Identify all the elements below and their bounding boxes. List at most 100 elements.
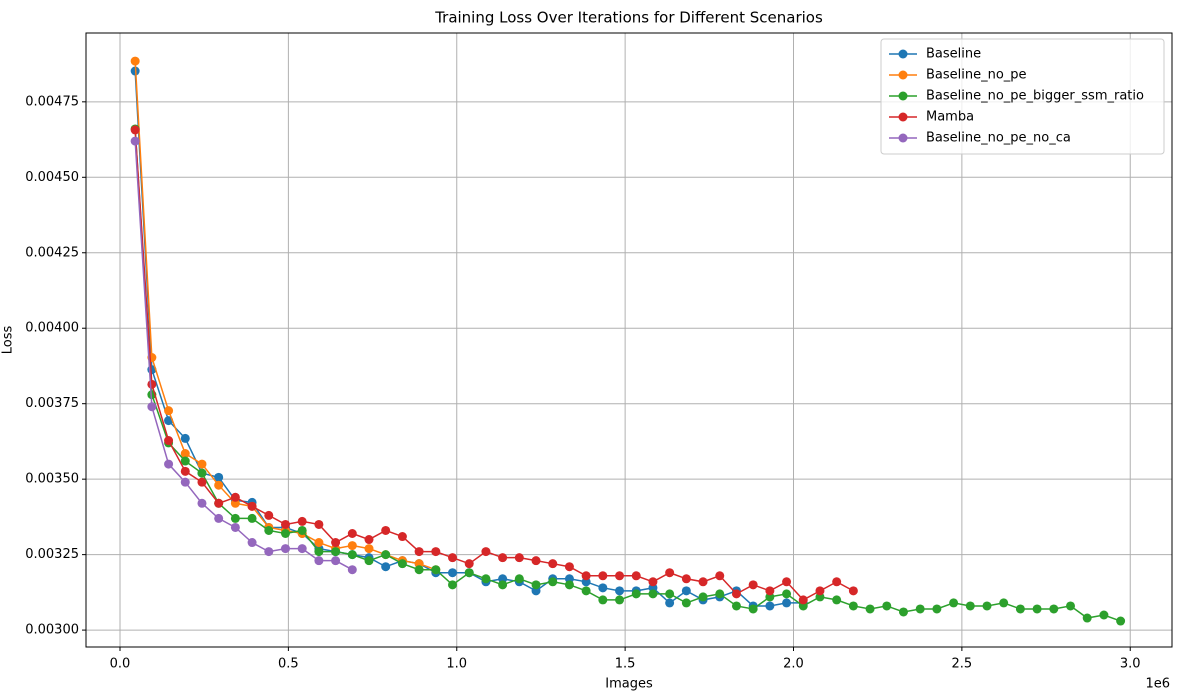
data-point — [481, 574, 491, 584]
data-point — [297, 544, 307, 554]
data-point — [130, 56, 140, 66]
data-point — [1116, 616, 1126, 626]
data-point — [414, 565, 424, 575]
chart-title: Training Loss Over Iterations for Differ… — [434, 9, 823, 27]
data-point — [898, 607, 908, 617]
data-point — [1032, 604, 1042, 614]
x-tick-label: 1.0 — [446, 657, 467, 672]
data-point — [297, 516, 307, 526]
data-point — [130, 125, 140, 135]
data-point — [164, 459, 174, 469]
legend-marker — [898, 70, 908, 80]
legend-marker — [898, 133, 908, 143]
data-point — [731, 589, 741, 599]
data-point — [214, 480, 224, 490]
y-tick-label: 0.00300 — [25, 623, 79, 638]
data-point — [331, 538, 341, 548]
data-point — [598, 583, 608, 593]
y-tick-label: 0.00350 — [25, 472, 79, 487]
data-point — [464, 559, 474, 569]
data-point — [364, 556, 374, 566]
data-point — [414, 547, 424, 557]
data-point — [598, 595, 608, 605]
data-point — [765, 601, 775, 611]
data-point — [331, 547, 341, 557]
data-point — [214, 472, 224, 482]
data-point — [314, 519, 324, 529]
legend-label: Baseline_no_pe — [926, 68, 1027, 83]
data-point — [848, 586, 858, 596]
data-point — [548, 559, 558, 569]
data-point — [815, 586, 825, 596]
x-tick-label: 0.5 — [278, 657, 299, 672]
data-point — [748, 604, 758, 614]
data-point — [347, 565, 357, 575]
legend-marker — [898, 49, 908, 59]
data-point — [648, 589, 658, 599]
data-point — [130, 136, 140, 146]
data-point — [681, 598, 691, 608]
y-tick-label: 0.00375 — [25, 396, 79, 411]
data-point — [280, 544, 290, 554]
data-point — [731, 601, 741, 611]
x-tick-label: 2.5 — [952, 657, 973, 672]
data-point — [164, 436, 174, 446]
data-point — [381, 562, 391, 572]
data-point — [748, 580, 758, 590]
data-point — [949, 598, 959, 608]
data-point — [1049, 604, 1059, 614]
data-point — [230, 522, 240, 532]
data-point — [965, 601, 975, 611]
plot-frame — [85, 32, 1173, 648]
data-point — [648, 577, 658, 587]
data-point — [347, 528, 357, 538]
x-offset-label: 1e6 — [1145, 677, 1170, 692]
data-point — [1099, 610, 1109, 620]
data-point — [548, 577, 558, 587]
data-point — [214, 498, 224, 508]
data-point — [481, 547, 491, 557]
x-tick-label: 3.0 — [1120, 657, 1141, 672]
data-point — [314, 547, 324, 557]
data-point — [514, 553, 524, 563]
data-point — [448, 568, 458, 578]
data-point — [564, 580, 574, 590]
data-point — [381, 525, 391, 535]
data-point — [364, 544, 374, 554]
data-point — [431, 547, 441, 557]
data-point — [598, 571, 608, 581]
data-point — [280, 519, 290, 529]
data-point — [381, 550, 391, 560]
data-point — [698, 592, 708, 602]
data-point — [147, 402, 157, 412]
legend-marker — [898, 91, 908, 101]
data-point — [715, 571, 725, 581]
y-tick-label: 0.00400 — [25, 321, 79, 336]
data-point — [264, 525, 274, 535]
legend-label: Baseline — [926, 47, 981, 62]
data-point — [832, 577, 842, 587]
data-point — [331, 556, 341, 566]
data-point — [715, 589, 725, 599]
data-point — [581, 571, 591, 581]
legend-label: Mamba — [926, 110, 974, 125]
y-tick-label: 0.00425 — [25, 245, 79, 260]
data-point — [247, 538, 257, 548]
data-point — [448, 580, 458, 590]
data-point — [681, 574, 691, 584]
data-point — [832, 595, 842, 605]
data-point — [531, 580, 541, 590]
data-point — [397, 532, 407, 542]
data-point — [615, 595, 625, 605]
x-tick-label: 0.0 — [110, 657, 131, 672]
data-point — [347, 541, 357, 551]
data-point — [180, 477, 190, 487]
data-point — [147, 379, 157, 389]
data-point — [915, 604, 925, 614]
series-line — [134, 129, 854, 601]
data-point — [1082, 613, 1092, 623]
legend-label: Baseline_no_pe_bigger_ssm_ratio — [926, 89, 1144, 104]
legend-box — [880, 38, 1165, 155]
